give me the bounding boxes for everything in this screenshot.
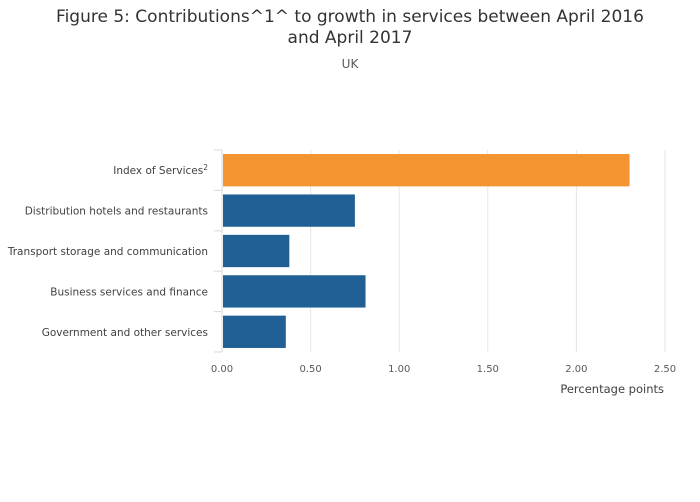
x-axis-title: Percentage points (560, 382, 664, 396)
x-tick-label: 2.50 (654, 364, 676, 375)
category-label: Index of Services2 (113, 163, 208, 178)
category-label: Business services and finance (50, 286, 208, 298)
bar (223, 234, 290, 268)
x-tick-label: 1.00 (388, 364, 410, 375)
bar (223, 154, 630, 187)
x-tick-label: 0.50 (299, 364, 321, 375)
chart-subtitle: UK (341, 57, 359, 71)
x-tick-label: 2.00 (565, 364, 587, 375)
category-label: Government and other services (42, 327, 208, 339)
category-label: Distribution hotels and restaurants (25, 206, 208, 218)
chart-title: Figure 5: Contributions^1^ to growth in … (56, 7, 644, 48)
category-label: Transport storage and communication (7, 246, 208, 258)
x-tick-label: 1.50 (477, 364, 499, 375)
x-tick-label: 0.00 (211, 364, 233, 375)
bar (223, 275, 366, 308)
bar (223, 315, 286, 348)
bar (223, 194, 355, 227)
